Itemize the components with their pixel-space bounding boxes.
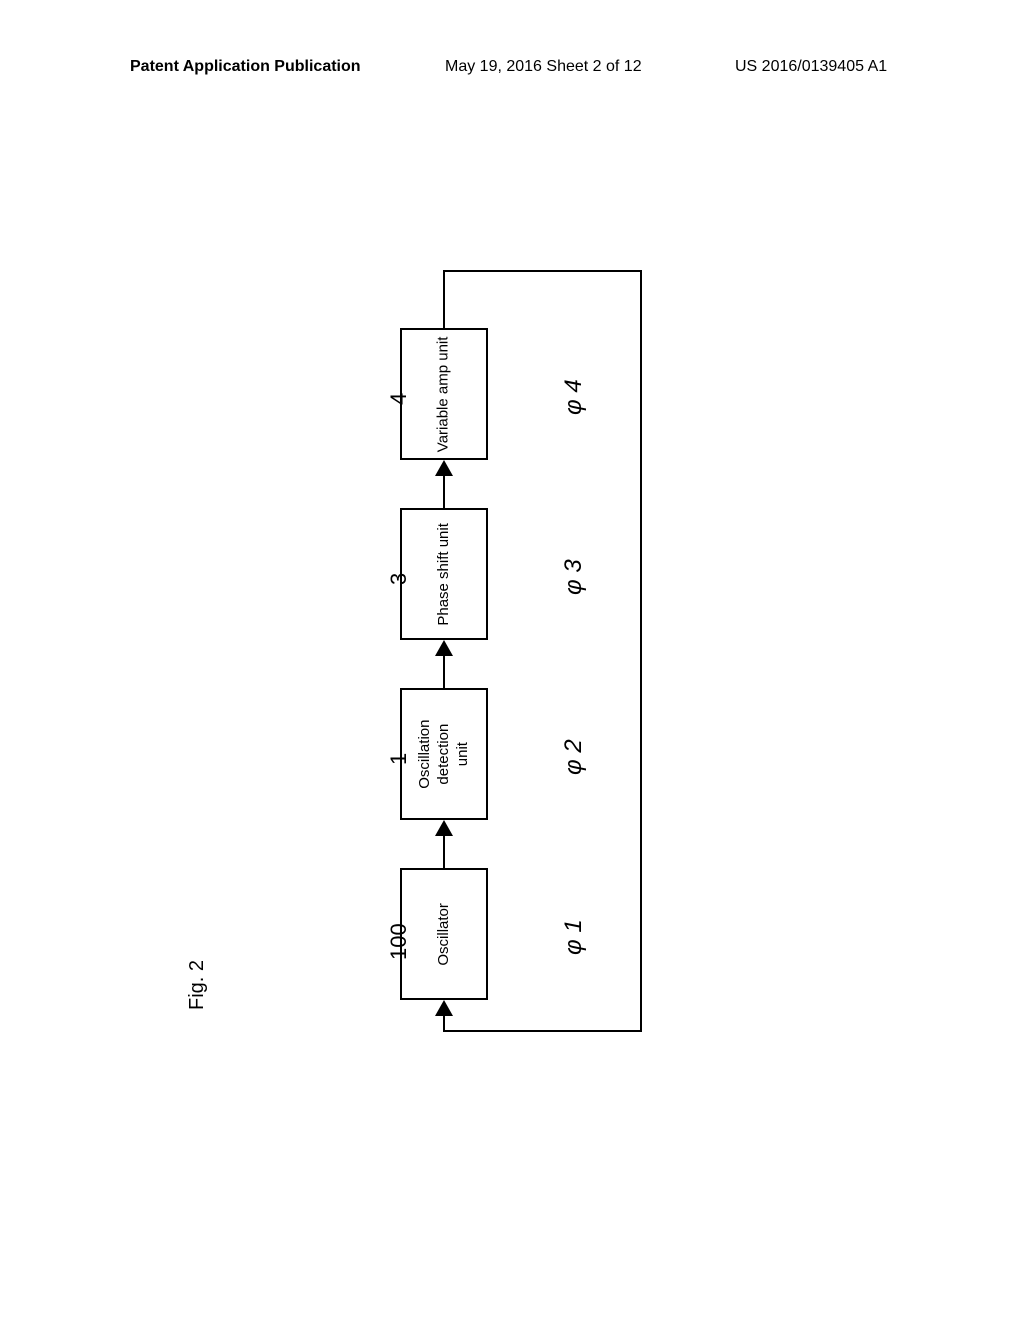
- arrowhead-icon: [435, 1000, 453, 1016]
- block-detection: Oscillationdetection unit: [400, 688, 488, 820]
- header-pubnumber: US 2016/0139405 A1: [735, 58, 887, 76]
- arrow-feedback-into-oscillator: [443, 1014, 445, 1032]
- ref-variable-amp: 4: [386, 393, 412, 405]
- phi-2: φ 2: [560, 739, 588, 775]
- feedback-stub-top: [443, 270, 445, 328]
- figure-label: Fig. 2: [186, 960, 209, 1010]
- ref-phase-shift: 3: [386, 573, 412, 585]
- ref-oscillator: 100: [386, 923, 412, 960]
- phi-3: φ 3: [560, 559, 588, 595]
- arrowhead-icon: [435, 820, 453, 836]
- block-variable-amp-label: Variable amp unit: [435, 336, 454, 452]
- arrowhead-icon: [435, 460, 453, 476]
- phi-4: φ 4: [560, 379, 588, 415]
- ref-detection: 1: [386, 753, 412, 765]
- feedback-top-h: [443, 270, 640, 272]
- block-variable-amp: Variable amp unit: [400, 328, 488, 460]
- feedback-right-v: [640, 270, 642, 1030]
- arrow-oscillator-to-detection: [443, 834, 445, 868]
- block-detection-label: Oscillationdetection unit: [416, 712, 472, 796]
- arrow-phase-to-amp: [443, 474, 445, 508]
- arrow-detection-to-phase: [443, 654, 445, 688]
- phi-1: φ 1: [560, 919, 588, 955]
- header-publication: Patent Application Publication: [130, 58, 361, 76]
- arrowhead-icon: [435, 640, 453, 656]
- block-phase-shift: Phase shift unit: [400, 508, 488, 640]
- block-oscillator-label: Oscillator: [435, 903, 454, 966]
- feedback-bot-h: [443, 1030, 642, 1032]
- block-phase-shift-label: Phase shift unit: [435, 523, 454, 626]
- block-diagram: Variable amp unit 4 φ 4 Phase shift unit…: [260, 240, 680, 1040]
- block-oscillator: Oscillator: [400, 868, 488, 1000]
- header-date-sheet: May 19, 2016 Sheet 2 of 12: [445, 58, 642, 76]
